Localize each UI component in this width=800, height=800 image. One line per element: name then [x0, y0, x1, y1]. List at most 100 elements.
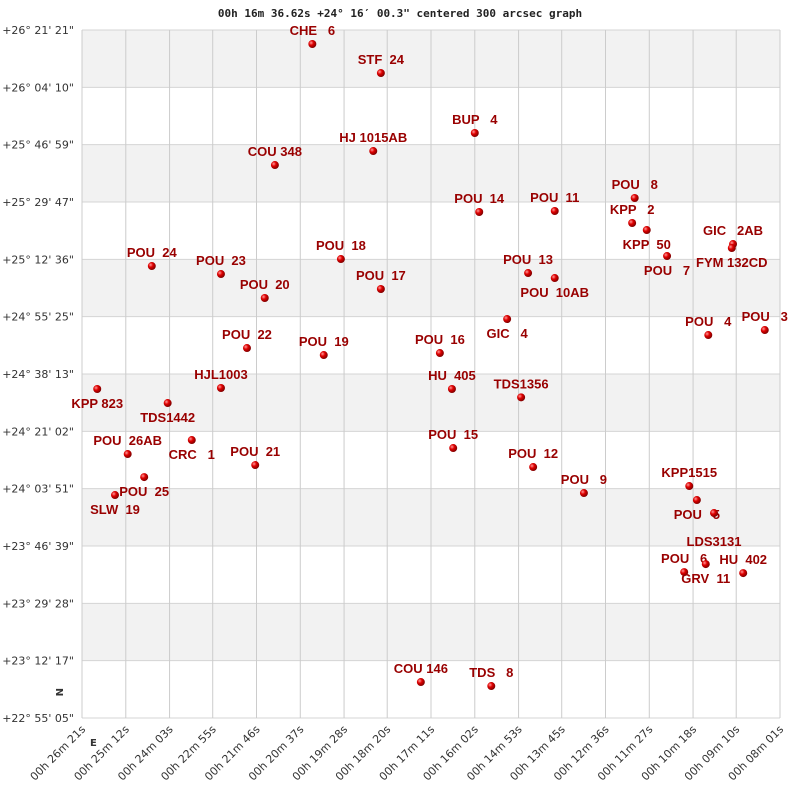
star-point[interactable]: TDS 8: [469, 665, 513, 691]
star-marker[interactable]: [628, 219, 637, 228]
star-point[interactable]: SLW 19: [90, 491, 140, 517]
star-point[interactable]: POU 23: [196, 253, 246, 279]
star-point[interactable]: POU 10AB: [520, 274, 589, 300]
star-marker[interactable]: [550, 274, 559, 283]
star-marker[interactable]: [147, 262, 156, 271]
star-label: POU 13: [503, 252, 553, 267]
star-marker[interactable]: [449, 444, 458, 453]
star-marker[interactable]: [701, 560, 710, 569]
star-label: POU 18: [316, 238, 366, 253]
star-point[interactable]: POU 7: [644, 252, 690, 278]
star-point[interactable]: POU 9: [561, 472, 607, 498]
star-marker[interactable]: [503, 315, 512, 324]
star-marker[interactable]: [524, 269, 533, 278]
star-label: STF 24: [358, 52, 405, 67]
star-label: POU 6: [661, 551, 707, 566]
star-point[interactable]: TDS1356: [494, 376, 549, 402]
star-marker[interactable]: [319, 351, 328, 360]
star-marker[interactable]: [163, 399, 172, 408]
star-marker[interactable]: [110, 491, 119, 500]
star-point[interactable]: POU 15: [428, 427, 478, 453]
star-marker[interactable]: [187, 436, 196, 445]
star-marker[interactable]: [376, 285, 385, 294]
star-marker[interactable]: [216, 384, 225, 393]
star-point[interactable]: BUP 4: [452, 112, 498, 138]
star-point[interactable]: POU 25: [119, 473, 169, 499]
star-point[interactable]: FYM 132CD: [696, 244, 768, 270]
star-point[interactable]: GIC 4: [487, 315, 529, 341]
star-marker[interactable]: [336, 255, 345, 264]
star-point[interactable]: LDS3131: [687, 509, 742, 549]
star-point[interactable]: POU 11: [530, 190, 579, 216]
star-marker[interactable]: [416, 678, 425, 687]
star-marker[interactable]: [642, 226, 651, 235]
star-marker[interactable]: [123, 450, 132, 459]
star-marker[interactable]: [376, 69, 385, 78]
star-point[interactable]: KPP 823: [71, 385, 123, 411]
star-point[interactable]: POU 26AB: [93, 433, 162, 459]
star-point[interactable]: HJL1003: [194, 367, 248, 393]
star-point[interactable]: STF 24: [358, 52, 405, 78]
star-marker[interactable]: [579, 489, 588, 498]
star-label: POU 26AB: [93, 433, 162, 448]
star-point[interactable]: HU 402: [719, 552, 767, 578]
star-point[interactable]: KPP1515: [661, 465, 717, 491]
star-point[interactable]: POU 19: [299, 334, 349, 360]
star-point[interactable]: POU 3: [742, 309, 788, 335]
star-marker[interactable]: [727, 244, 736, 253]
star-marker[interactable]: [529, 463, 538, 472]
star-point[interactable]: KPP 50: [623, 226, 671, 252]
star-point[interactable]: POU 24: [127, 245, 178, 271]
star-point[interactable]: POU 18: [316, 238, 366, 264]
star-point[interactable]: HU 405: [428, 368, 476, 394]
star-marker[interactable]: [216, 270, 225, 279]
star-point[interactable]: COU 348: [248, 144, 302, 170]
star-marker[interactable]: [447, 385, 456, 394]
star-marker[interactable]: [260, 294, 269, 303]
star-marker[interactable]: [710, 509, 719, 518]
star-marker[interactable]: [308, 40, 317, 49]
star-point[interactable]: POU 21: [230, 444, 280, 470]
star-point[interactable]: POU 14: [454, 191, 505, 217]
star-label: POU 22: [222, 327, 272, 342]
star-point[interactable]: POU 4: [685, 314, 732, 340]
star-point[interactable]: TDS1442: [140, 399, 195, 425]
star-marker[interactable]: [550, 207, 559, 216]
star-point[interactable]: POU 22: [222, 327, 272, 353]
star-point[interactable]: COU 146: [394, 661, 448, 687]
star-marker[interactable]: [739, 569, 748, 578]
star-marker[interactable]: [630, 193, 639, 202]
star-marker[interactable]: [140, 473, 149, 482]
star-marker[interactable]: [242, 344, 251, 353]
y-tick-label: +25° 29' 47": [2, 196, 74, 209]
star-marker[interactable]: [760, 326, 769, 335]
star-point[interactable]: POU 5: [674, 496, 720, 522]
star-point[interactable]: POU 16: [415, 332, 465, 358]
star-marker[interactable]: [470, 129, 479, 138]
star-point[interactable]: POU 13: [503, 252, 553, 278]
star-marker[interactable]: [251, 461, 260, 470]
star-marker[interactable]: [487, 682, 496, 691]
star-marker[interactable]: [704, 331, 713, 340]
star-point[interactable]: CRC 1: [169, 436, 215, 462]
star-marker[interactable]: [475, 208, 484, 217]
star-point[interactable]: POU 6: [661, 551, 707, 577]
star-point[interactable]: POU 20: [240, 277, 290, 303]
star-marker[interactable]: [685, 482, 694, 491]
star-marker[interactable]: [692, 496, 701, 505]
star-point[interactable]: POU 8: [612, 177, 658, 202]
star-point[interactable]: KPP 2: [610, 202, 655, 228]
star-point[interactable]: HJ 1015AB: [339, 130, 407, 156]
star-point[interactable]: POU 17: [356, 268, 406, 294]
star-marker[interactable]: [369, 147, 378, 156]
star-point[interactable]: GRV 11: [681, 560, 730, 586]
star-marker[interactable]: [680, 568, 689, 577]
star-point[interactable]: CHE 6: [290, 23, 336, 49]
star-marker[interactable]: [435, 349, 444, 358]
star-point[interactable]: POU 12: [508, 446, 558, 472]
star-marker[interactable]: [663, 252, 672, 261]
star-marker[interactable]: [93, 385, 102, 394]
y-tick-label: +24° 03' 51": [2, 483, 74, 496]
star-marker[interactable]: [517, 393, 526, 402]
star-marker[interactable]: [270, 161, 279, 170]
